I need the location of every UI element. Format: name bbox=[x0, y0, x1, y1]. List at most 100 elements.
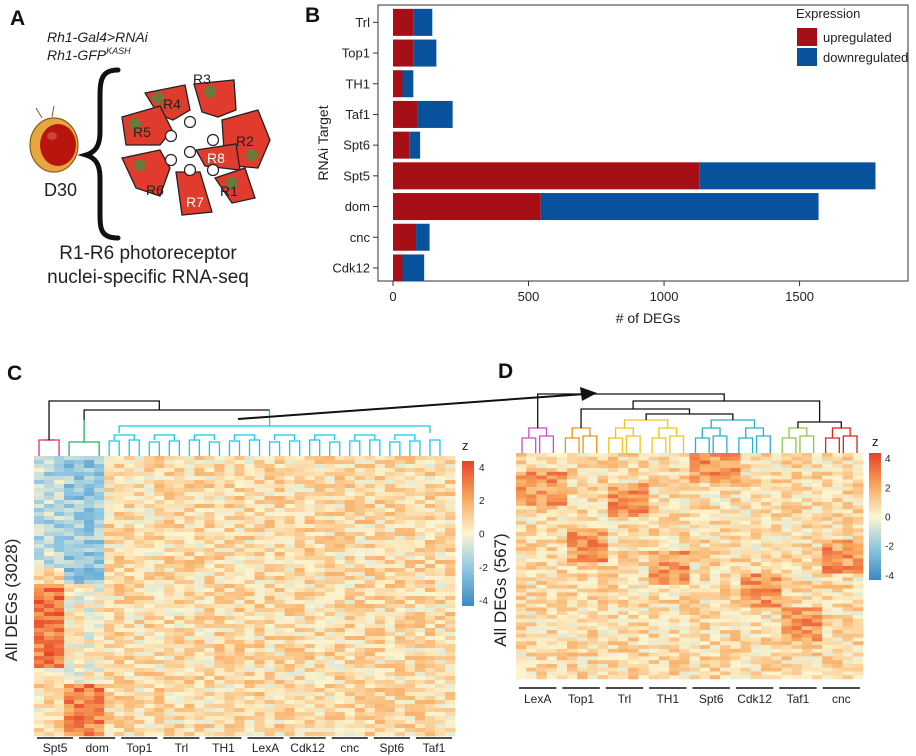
heatmap-cell bbox=[214, 624, 225, 629]
heatmap-cell bbox=[577, 656, 588, 661]
heatmap-cell bbox=[720, 633, 731, 638]
heatmap-cell bbox=[284, 700, 295, 705]
heatmap-cell bbox=[709, 630, 721, 635]
heatmap-cell bbox=[264, 484, 275, 489]
heatmap-cell bbox=[244, 568, 255, 573]
heatmap-cell bbox=[174, 684, 185, 689]
heatmap-cell bbox=[244, 724, 255, 729]
heatmap-cell bbox=[264, 660, 275, 665]
heatmap-cell bbox=[234, 676, 245, 681]
heatmap-cell bbox=[94, 500, 105, 505]
heatmap-cell bbox=[730, 645, 741, 650]
heatmap-cell bbox=[781, 592, 792, 597]
heatmap-cell bbox=[344, 488, 356, 493]
heatmap-cell bbox=[638, 611, 649, 616]
heatmap-cell bbox=[184, 520, 195, 525]
heatmap-cell bbox=[114, 548, 125, 553]
heatmap-cell bbox=[374, 536, 386, 541]
heatmap-cell bbox=[44, 488, 55, 493]
heatmap-cell bbox=[204, 632, 215, 637]
y-tick-label-TH1: TH1 bbox=[345, 76, 370, 91]
heatmap-cell bbox=[214, 632, 225, 637]
heatmap-cell bbox=[679, 479, 690, 484]
heatmap-cell bbox=[709, 648, 721, 653]
heatmap-cell bbox=[771, 490, 782, 495]
heatmap-cell bbox=[720, 652, 731, 657]
heatmap-cell bbox=[618, 501, 629, 507]
heatmap-cell bbox=[344, 680, 356, 685]
heatmap-cell bbox=[658, 486, 670, 491]
heatmap-cell bbox=[516, 663, 527, 668]
panel-a: A Rh1-Gal4>RNAi Rh1-GFPKASH D30 bbox=[10, 7, 271, 288]
heatmap-cell bbox=[304, 696, 315, 701]
heatmap-cell bbox=[760, 558, 772, 563]
heatmap-cell bbox=[811, 460, 823, 465]
heatmap-cell bbox=[699, 468, 711, 473]
heatmap-cell bbox=[658, 667, 670, 672]
heatmap-cell bbox=[597, 453, 609, 458]
heatmap-cell bbox=[174, 624, 185, 629]
heatmap-cell bbox=[689, 645, 701, 650]
heatmap-cell bbox=[414, 600, 426, 605]
heatmap-cell bbox=[536, 528, 547, 533]
heatmap-cell bbox=[567, 543, 578, 548]
heatmap-cell bbox=[699, 483, 711, 488]
heatmap-cell bbox=[134, 520, 145, 525]
heatmap-cell bbox=[434, 704, 446, 709]
heatmap-cell bbox=[124, 712, 135, 717]
heatmap-cell bbox=[567, 468, 578, 473]
heatmap-cell bbox=[730, 626, 741, 631]
heatmap-cell bbox=[648, 498, 660, 503]
heatmap-cell bbox=[54, 472, 65, 477]
heatmap-cell bbox=[730, 663, 741, 668]
heatmap-cell bbox=[104, 488, 115, 493]
heatmap-cell bbox=[214, 504, 225, 509]
heatmap-cell bbox=[184, 532, 195, 537]
heatmap-cell bbox=[801, 501, 813, 507]
heatmap-cell bbox=[781, 626, 792, 631]
heatmap-cell bbox=[689, 468, 701, 473]
heatmap-cell bbox=[822, 550, 833, 555]
heatmap-cell bbox=[304, 720, 315, 725]
heatmap-cell bbox=[314, 464, 325, 469]
heatmap-cell bbox=[801, 543, 813, 548]
heatmap-cell bbox=[254, 496, 265, 501]
heatmap-cell bbox=[801, 648, 813, 653]
heatmap-cell bbox=[669, 501, 680, 507]
heatmap-cell bbox=[124, 624, 135, 629]
heatmap-cell bbox=[164, 564, 175, 569]
heatmap-cell bbox=[556, 596, 568, 601]
heatmap-cell bbox=[750, 566, 762, 571]
heatmap-cell bbox=[771, 611, 782, 616]
heatmap-cell bbox=[597, 554, 609, 559]
heatmap-cell bbox=[174, 528, 185, 533]
heatmap-cell bbox=[264, 636, 275, 641]
heatmap-cell bbox=[546, 566, 558, 571]
heatmap-cell bbox=[154, 572, 165, 577]
heatmap-cell bbox=[648, 543, 660, 548]
heatmap-cell bbox=[34, 724, 45, 729]
heatmap-cell bbox=[64, 608, 75, 613]
heatmap-cell bbox=[771, 535, 782, 540]
heatmap-cell bbox=[194, 688, 205, 693]
heatmap-cell bbox=[832, 475, 843, 480]
heatmap-cell bbox=[134, 696, 145, 701]
heatmap-cell bbox=[134, 588, 145, 593]
heatmap-cell bbox=[444, 528, 456, 533]
heatmap-cell bbox=[154, 504, 165, 509]
heatmap-cell bbox=[324, 652, 336, 657]
heatmap-cell bbox=[384, 532, 396, 537]
heatmap-cell bbox=[354, 564, 366, 569]
heatmap-cell bbox=[154, 576, 165, 581]
heatmap-cell bbox=[791, 532, 803, 537]
heatmap-cell bbox=[144, 704, 155, 709]
heatmap-cell bbox=[730, 532, 741, 537]
heatmap-cell bbox=[134, 636, 145, 641]
heatmap-cell bbox=[577, 648, 588, 653]
heatmap-cell bbox=[811, 498, 823, 503]
dendrogram-link bbox=[539, 435, 555, 453]
heatmap-cell bbox=[174, 640, 185, 645]
heatmap-cell bbox=[689, 535, 701, 540]
heatmap-cell bbox=[94, 688, 105, 693]
heatmap-cell bbox=[730, 614, 741, 620]
